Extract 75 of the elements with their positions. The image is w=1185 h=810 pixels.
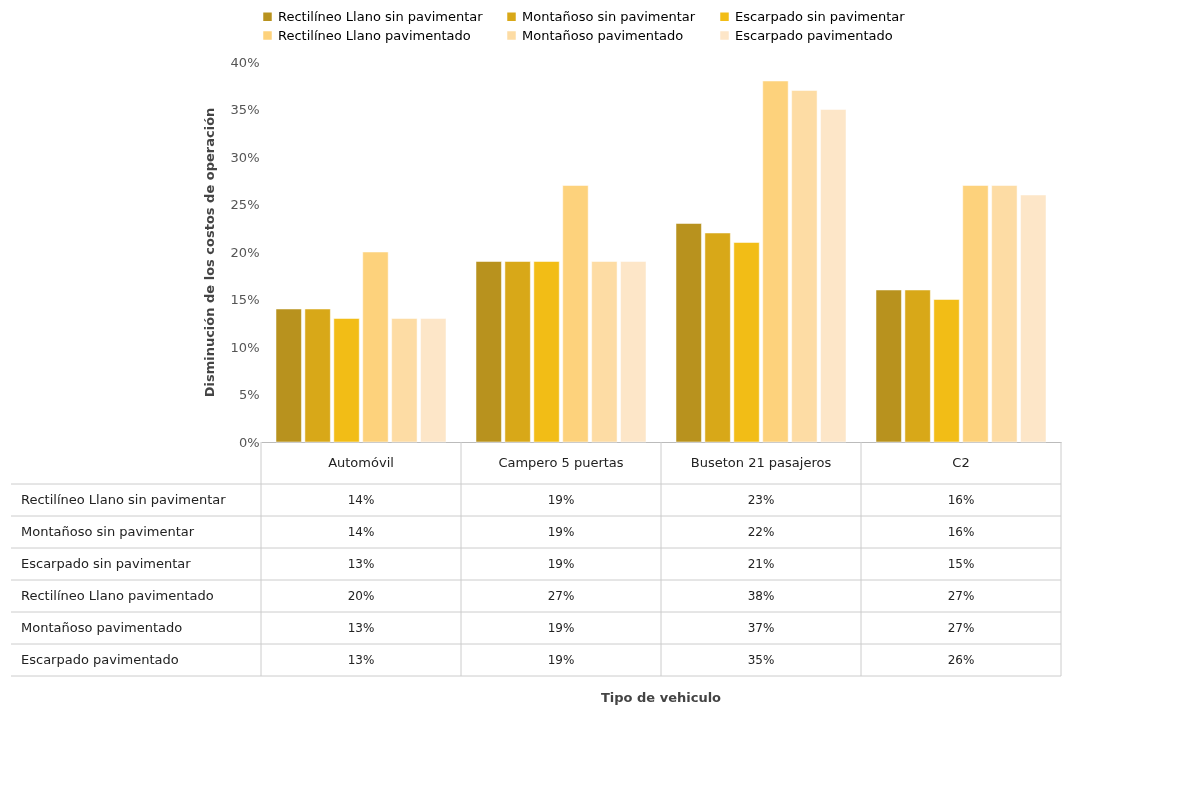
bar — [991, 185, 1018, 443]
text: 37% — [747, 621, 775, 635]
y-tick-label: 20% — [230, 244, 260, 260]
text: Escarpado sin pavimentar — [21, 556, 191, 571]
text: 27% — [947, 621, 975, 635]
text: 23% — [747, 493, 775, 507]
text: 16% — [947, 493, 975, 507]
x-tick-label: Automóvil — [328, 454, 394, 470]
bar — [820, 109, 847, 443]
text: 19% — [547, 557, 575, 571]
text: 19% — [547, 525, 575, 539]
bar — [504, 261, 531, 443]
bar — [733, 242, 760, 443]
text: Montañoso pavimentado — [21, 620, 183, 635]
text: 13% — [347, 653, 375, 667]
legend-label: Rectilíneo Llano sin pavimentar — [278, 8, 484, 24]
bar — [675, 223, 702, 443]
y-tick-label: 25% — [230, 197, 260, 212]
text: 35% — [747, 653, 775, 667]
legend-label: Escarpado pavimentado — [735, 27, 893, 43]
bar — [904, 289, 931, 443]
bar — [275, 308, 302, 443]
y-tick-label: 40% — [230, 54, 260, 70]
legend-label: Rectilíneo Llano pavimentado — [278, 27, 471, 43]
text: 15% — [947, 557, 975, 571]
bar — [420, 318, 447, 443]
text: 27% — [947, 589, 975, 603]
y-axis-title: Disminución de los costos de operación — [201, 107, 217, 398]
text: Rectilíneo Llano pavimentado — [21, 588, 214, 603]
y-tick-label: 5% — [238, 387, 260, 402]
text: 14% — [347, 525, 375, 539]
bar — [562, 185, 589, 443]
text: 19% — [547, 493, 575, 507]
legend-label: Montañoso pavimentado — [522, 27, 684, 43]
bar — [791, 90, 818, 443]
text: 19% — [547, 653, 575, 667]
text: 14% — [347, 493, 375, 507]
text: 13% — [347, 621, 375, 635]
bar — [1020, 194, 1047, 443]
bar — [533, 261, 560, 443]
legend-label: Escarpado sin pavimentar — [735, 8, 906, 24]
bar — [475, 261, 502, 443]
bar — [591, 261, 618, 443]
text: Tipo de vehiculo — [600, 690, 722, 705]
bar — [620, 261, 647, 443]
bar — [933, 299, 960, 443]
y-tick-label: 15% — [230, 292, 260, 307]
bar — [704, 232, 731, 443]
y-tick-label: 0% — [238, 434, 260, 450]
text: 21% — [747, 557, 775, 571]
bar — [875, 289, 902, 443]
y-tick-label: 35% — [230, 102, 260, 117]
text: Escarpado pavimentado — [21, 652, 179, 667]
text: 27% — [547, 589, 575, 603]
x-tick-label: Campero 5 puertas — [498, 454, 624, 470]
bar — [304, 308, 331, 443]
bar — [333, 318, 360, 443]
x-tick-label: Buseton 21 pasajeros — [690, 454, 832, 470]
y-tick-label: 10% — [230, 339, 260, 355]
text: Rectilíneo Llano sin pavimentar — [21, 492, 226, 507]
y-tick-label: 30% — [230, 149, 260, 165]
bar — [762, 80, 789, 443]
text: 19% — [547, 621, 575, 635]
text: 26% — [947, 653, 975, 667]
text: 16% — [947, 525, 975, 539]
text: 13% — [347, 557, 375, 571]
bar — [962, 185, 989, 443]
bar — [362, 251, 389, 443]
x-tick-label: C2 — [952, 454, 970, 470]
legend-label: Montañoso sin pavimentar — [522, 8, 696, 24]
bar — [391, 318, 418, 443]
text: 22% — [747, 525, 775, 539]
text: 38% — [747, 589, 775, 603]
text: 20% — [347, 589, 375, 603]
text: Montañoso sin pavimentar — [21, 524, 195, 539]
